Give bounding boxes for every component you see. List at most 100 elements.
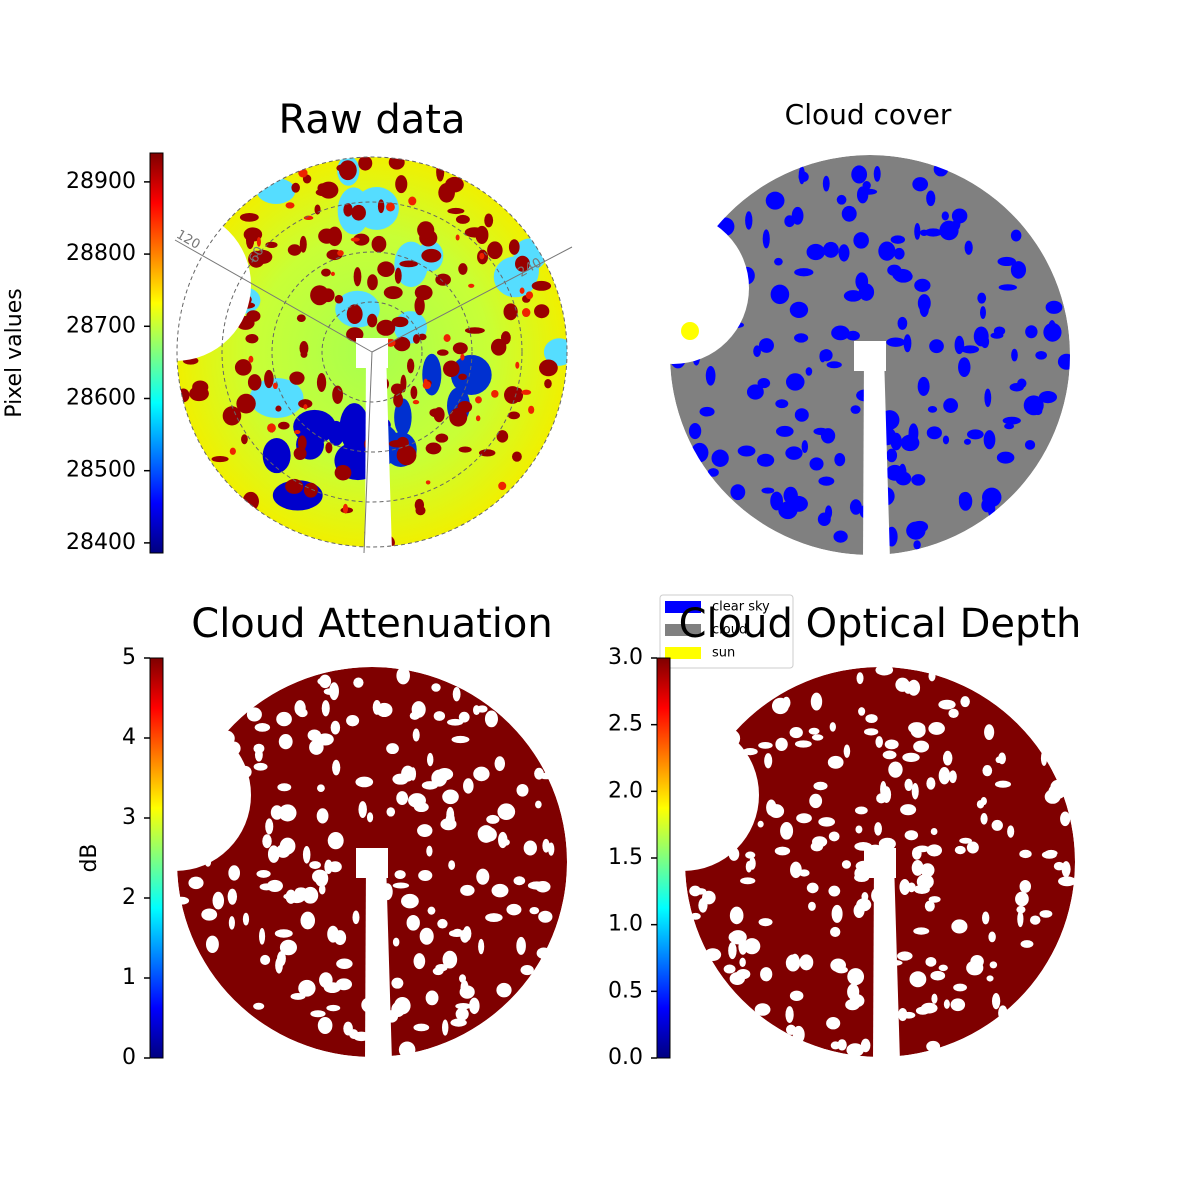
sky-blob: [903, 334, 912, 353]
sky-blob: [443, 334, 451, 342]
sky-blob: [298, 399, 313, 409]
sky-blob: [745, 211, 753, 230]
sky-blob: [746, 384, 764, 400]
sky-blob: [688, 422, 702, 440]
sky-blob: [376, 862, 386, 875]
sky-blob: [818, 476, 835, 486]
colorbar-tick-label: 28900: [66, 169, 136, 194]
sky-blob: [326, 1004, 341, 1012]
sky-blob: [494, 756, 506, 772]
sky-blob: [343, 1021, 353, 1036]
sky-blob: [876, 426, 897, 446]
sky-blob: [316, 808, 329, 824]
sky-blob: [868, 521, 879, 528]
sky-blob: [740, 877, 756, 885]
colorbar-tick-label: 1: [122, 965, 136, 990]
sky-blob: [496, 430, 509, 443]
sky-blob: [332, 759, 341, 776]
sky-blob: [458, 711, 470, 723]
sky-blob: [479, 252, 485, 260]
sky-blob: [413, 802, 429, 813]
sky-blob: [828, 831, 840, 842]
sky-blob: [855, 860, 873, 872]
sky-blob: [334, 294, 344, 304]
sky-blob: [920, 1002, 938, 1014]
sky-blob: [391, 1001, 406, 1018]
colorbar-label: Pixel values: [2, 288, 27, 417]
sky-blob: [342, 503, 349, 514]
sky-blob: [497, 803, 516, 821]
legend-swatch: [665, 601, 701, 613]
sky-blob: [216, 796, 225, 805]
sky-blob: [778, 501, 798, 520]
sky-blob: [928, 896, 941, 903]
sky-blob: [436, 162, 445, 182]
colorbar-tick-label: 28800: [66, 241, 136, 266]
sky-blob: [836, 194, 847, 205]
sky-blob: [843, 290, 863, 302]
sky-blob: [809, 793, 823, 809]
sky-blob: [902, 1011, 916, 1019]
sky-blob: [358, 155, 373, 171]
sky-blob: [851, 165, 868, 184]
sky-blob: [757, 820, 764, 828]
sky-blob: [926, 426, 942, 440]
sky-blob: [264, 369, 274, 389]
sky-blob: [523, 840, 537, 856]
sky-blob: [317, 677, 327, 685]
sky-image: [664, 155, 1076, 555]
sky-blob: [300, 350, 308, 358]
sky-blob: [388, 155, 405, 170]
sky-blob: [928, 670, 936, 682]
sky-blob: [843, 744, 851, 758]
sky-blob: [943, 398, 959, 413]
sky-blob: [859, 504, 871, 519]
sky-blob: [893, 247, 905, 260]
sky-blob: [438, 182, 455, 203]
sky-blob: [396, 445, 417, 466]
sky-blob: [904, 830, 919, 841]
sky-blob: [437, 918, 448, 929]
sky-blob: [953, 983, 967, 992]
sky-blob: [377, 199, 385, 214]
sky-blob: [228, 865, 241, 881]
sky-blob: [442, 950, 458, 969]
sky-blob: [476, 868, 490, 885]
sky-blob: [198, 810, 209, 821]
sky-blob: [275, 405, 282, 412]
sky-blob: [285, 478, 304, 494]
sky-blob: [446, 718, 464, 726]
sky-blob: [966, 429, 984, 440]
sky-blob: [909, 971, 927, 988]
sky-blob: [739, 266, 755, 285]
sky-blob: [482, 827, 497, 842]
sky-blob: [464, 227, 485, 238]
sky-blob: [856, 389, 874, 402]
sky-blob: [390, 383, 404, 395]
sky-blob: [980, 813, 988, 825]
sky-blob: [1019, 849, 1032, 859]
sky-blob: [723, 964, 736, 974]
sky-blob: [321, 268, 331, 277]
sky-blob: [486, 814, 500, 824]
sky-blob: [353, 267, 362, 287]
sky-blob: [534, 767, 544, 780]
sky-blob: [927, 406, 938, 413]
sky-blob: [270, 805, 284, 820]
sky-blob: [863, 728, 879, 736]
sky-blob: [794, 333, 809, 343]
sky-blob: [855, 825, 863, 834]
sky-blob: [942, 435, 950, 445]
sky-blob: [376, 702, 393, 718]
sky-blob: [336, 163, 355, 173]
sky-blob: [413, 953, 426, 970]
sky-blob: [353, 677, 364, 688]
sky-blob: [1020, 940, 1034, 948]
sky-blob: [911, 847, 922, 860]
sky-blob: [1010, 261, 1027, 279]
sky-blob: [853, 232, 869, 249]
sky-blob: [760, 967, 773, 982]
sky-blob: [391, 316, 409, 328]
sky-blob: [296, 314, 306, 322]
sky-blob: [219, 282, 239, 292]
